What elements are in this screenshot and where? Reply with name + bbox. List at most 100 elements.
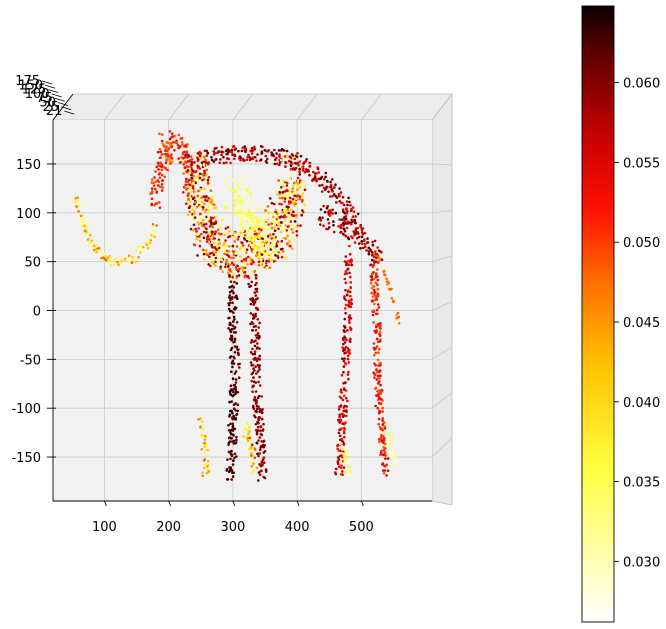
scatter-point	[386, 469, 390, 473]
scatter-point	[205, 240, 209, 243]
scatter-point	[325, 206, 329, 210]
scatter-point	[195, 230, 198, 233]
scatter-point	[210, 158, 214, 162]
scatter-point	[259, 463, 262, 466]
scatter-point	[250, 213, 253, 217]
scatter-point	[338, 434, 342, 438]
scatter-point	[247, 153, 250, 157]
scatter-point	[229, 270, 233, 273]
scatter-point	[231, 394, 234, 398]
scatter-point	[230, 440, 234, 443]
scatter-point	[226, 152, 229, 156]
scatter-point	[385, 439, 389, 442]
scatter-point	[235, 435, 238, 439]
scatter-point	[231, 416, 234, 420]
scatter-point	[234, 441, 238, 445]
scatter-point	[343, 381, 347, 385]
scatter-point	[252, 316, 256, 320]
scatter-point	[220, 151, 223, 154]
scatter-point	[338, 413, 342, 417]
scatter-point	[243, 222, 246, 226]
scatter-point	[375, 254, 379, 258]
scatter-point	[205, 161, 208, 164]
scatter-point	[343, 295, 346, 298]
scatter-point	[340, 218, 344, 221]
scatter-point	[360, 235, 364, 238]
scatter-point	[292, 167, 295, 170]
scatter-point	[283, 227, 287, 230]
scatter-point	[265, 259, 269, 263]
scatter-point	[200, 448, 203, 451]
scatter-point	[377, 389, 380, 393]
scatter-point	[231, 153, 234, 156]
scatter-point	[344, 345, 348, 349]
scatter-point	[264, 470, 268, 473]
scatter-point	[152, 232, 155, 235]
scatter-point	[360, 240, 364, 243]
back-pane	[52, 93, 453, 121]
scatter-point	[182, 163, 185, 166]
scatter-point	[202, 252, 206, 256]
y-grid-line-side	[431, 301, 453, 311]
scatter-point	[284, 237, 287, 240]
scatter-point	[245, 232, 248, 236]
scatter-point	[239, 255, 242, 258]
scatter-point	[268, 266, 272, 270]
scatter-point	[249, 233, 253, 237]
scatter-point	[108, 260, 111, 263]
scatter-point	[255, 466, 259, 470]
scatter-point	[348, 317, 352, 320]
scatter-point	[260, 460, 264, 464]
scatter-point	[224, 247, 227, 250]
scatter-point	[266, 227, 270, 230]
scatter-point	[379, 436, 383, 440]
scatter-point	[288, 189, 292, 192]
scatter-point	[228, 316, 231, 320]
right-pane	[431, 92, 453, 506]
scatter-point	[349, 474, 353, 477]
scatter-point	[79, 214, 83, 218]
scatter-point	[275, 244, 279, 248]
scatter-point	[235, 455, 238, 458]
scatter-point	[298, 170, 301, 174]
scatter-point	[367, 250, 371, 254]
scatter-point	[255, 431, 259, 434]
scatter-point	[150, 187, 154, 190]
scatter-point	[258, 436, 262, 439]
scatter-point	[391, 463, 395, 467]
scatter-point	[238, 366, 241, 369]
scatter-point	[252, 301, 256, 304]
scatter-point	[379, 402, 383, 406]
scatter-point	[254, 365, 257, 369]
scatter-point	[196, 194, 199, 198]
scatter-point	[213, 151, 217, 155]
scatter-point	[215, 248, 218, 251]
scatter-point	[254, 357, 258, 361]
scatter-point	[369, 281, 373, 285]
scatter-point	[376, 337, 379, 341]
scatter-point	[342, 359, 346, 363]
scatter-point	[300, 200, 304, 203]
scatter-point	[340, 427, 343, 430]
scatter-point	[288, 196, 292, 200]
scatter-point	[171, 160, 174, 163]
scatter-point	[340, 447, 344, 451]
scatter-point	[268, 252, 271, 255]
scatter-point	[263, 253, 267, 257]
scatter-point	[247, 282, 250, 286]
scatter-point	[203, 149, 207, 152]
scatter-point	[138, 247, 142, 251]
scatter-point	[344, 362, 348, 366]
scatter-point	[273, 162, 277, 166]
scatter-point	[237, 376, 241, 380]
scatter-point	[230, 148, 234, 152]
scatter-point	[244, 257, 248, 260]
scatter-point	[272, 233, 275, 236]
scatter-point	[251, 208, 254, 211]
scatter-point	[219, 265, 223, 269]
scatter-point	[371, 291, 375, 295]
scatter-point	[199, 222, 203, 225]
scatter-point	[298, 197, 302, 201]
scatter-point	[234, 378, 238, 381]
scatter-point	[202, 230, 206, 234]
